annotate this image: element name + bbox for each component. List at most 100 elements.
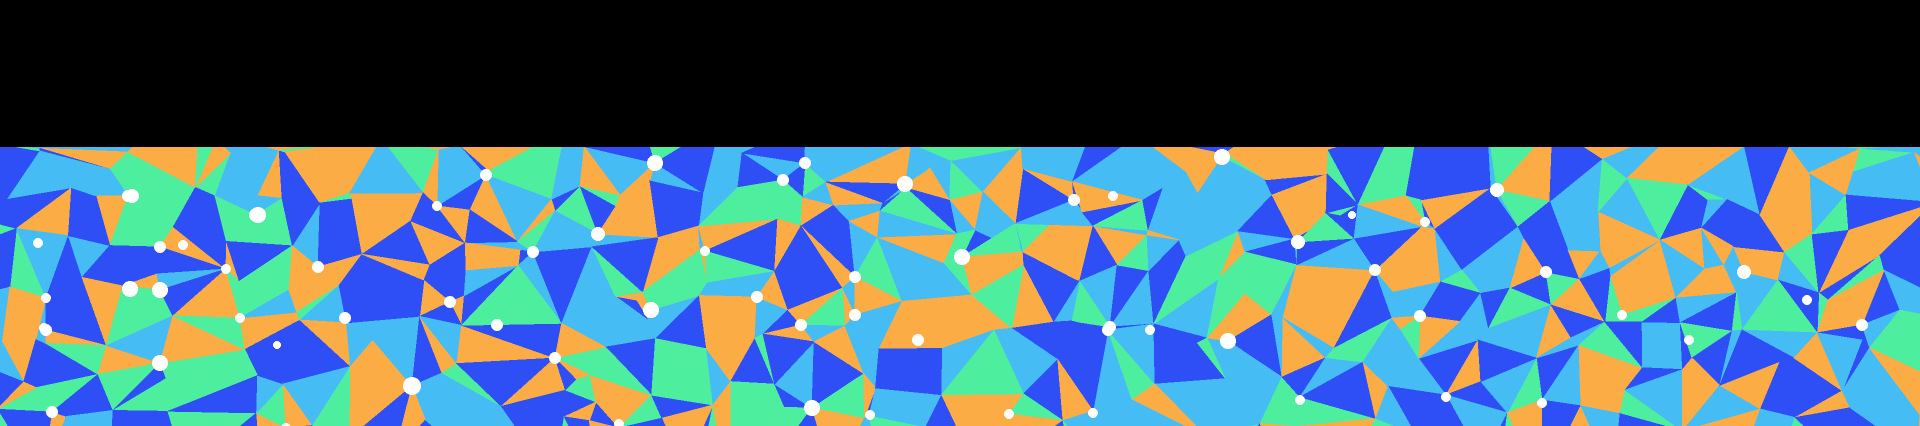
mesh-triangle [1848, 407, 1920, 426]
vertex-dot [33, 238, 43, 248]
mesh-triangle [424, 405, 502, 426]
mesh-triangle [1687, 145, 1746, 200]
vertex-dot [235, 313, 245, 323]
vertex-dot [404, 378, 420, 394]
letterbox-mask [0, 0, 1920, 147]
vertex-dot [1104, 321, 1116, 333]
vertex-dot [1684, 335, 1694, 345]
vertex-dot [152, 355, 168, 371]
mesh-triangle [877, 210, 957, 238]
mesh-triangle [39, 150, 111, 189]
mesh-triangle [1580, 405, 1621, 426]
mesh-triangle [589, 346, 652, 396]
mesh-triangle [591, 237, 659, 293]
vertex-dot [527, 246, 539, 258]
mesh-triangle [779, 406, 813, 426]
vertex-dot [1214, 149, 1230, 165]
mesh-triangle [597, 205, 660, 238]
mesh-triangle [1794, 407, 1852, 426]
mesh-triangle [1353, 204, 1422, 239]
mesh-triangle [698, 294, 756, 350]
mesh-triangle [460, 264, 563, 326]
mesh-triangle [1869, 347, 1920, 416]
mesh-triangle [626, 417, 666, 426]
vertex-dot [250, 207, 266, 223]
mesh-triangle [1298, 418, 1377, 426]
mesh-triangle [1054, 420, 1065, 426]
mesh-triangle [1845, 194, 1920, 231]
vertex-dot [614, 419, 624, 426]
mesh-triangle [1816, 332, 1863, 392]
mesh-triangle [1362, 358, 1420, 387]
mesh-triangle [1445, 394, 1508, 426]
mesh-triangle [166, 349, 259, 379]
mesh-triangle [0, 341, 25, 383]
mesh-triangle [651, 338, 708, 397]
mesh-triangle [0, 279, 11, 291]
vertex-dot [799, 157, 811, 169]
mesh-triangle [1753, 407, 1767, 426]
mesh-triangle [338, 284, 420, 324]
mesh-triangle [61, 415, 73, 426]
vertex-dot [1802, 295, 1812, 305]
mesh-triangle [1146, 230, 1179, 241]
vertex-dot [700, 246, 710, 256]
vertex-dot [954, 249, 970, 265]
mesh-triangle [1420, 394, 1464, 426]
mesh-triangle [67, 195, 111, 246]
mesh-triangle [1852, 151, 1920, 198]
vertex-dot [273, 341, 281, 349]
mesh-triangle [863, 372, 876, 419]
mesh-triangle [1196, 337, 1226, 379]
mesh-triangle [1400, 315, 1421, 360]
mesh-triangle [1477, 339, 1538, 383]
vertex-dot-left-edge [41, 293, 51, 303]
mesh-triangle [0, 408, 53, 426]
mesh-triangle [281, 197, 321, 247]
mesh-triangle [1244, 251, 1298, 294]
mesh-triangle [1578, 250, 1610, 280]
mesh-triangle [1324, 347, 1364, 363]
vertex-dot [312, 261, 324, 273]
mesh-triangle [419, 419, 434, 426]
vertex-dot [549, 352, 561, 364]
mesh-triangle [940, 329, 1025, 396]
vertex-dot [1617, 310, 1627, 320]
vertex-dot [1348, 211, 1356, 219]
mesh-triangle [736, 179, 784, 220]
mesh-triangle [1506, 399, 1543, 426]
mesh-triangle [1370, 417, 1377, 426]
vertex-dot [777, 174, 789, 186]
vertex-dot [1220, 333, 1236, 349]
vertex-dot [897, 176, 913, 192]
vertex-dot [1420, 217, 1430, 227]
vertex-dot [849, 271, 861, 283]
vertex-dot [1088, 408, 1098, 418]
vertex-dot [805, 401, 819, 415]
vertex-dot [445, 297, 455, 307]
mesh-triangle [1178, 192, 1239, 241]
vertex-dot-cluster-a [221, 264, 231, 274]
mesh-triangle [1417, 128, 1492, 201]
vertex-dot [912, 334, 924, 346]
vertex-dot-mid-left [154, 241, 166, 253]
mesh-triangle [464, 209, 519, 244]
mesh-triangle [554, 322, 607, 359]
mesh-triangle [1827, 269, 1885, 326]
vertex-dot [1441, 392, 1451, 402]
mesh-triangle [1913, 152, 1920, 168]
vertex-dot [178, 240, 188, 250]
mesh-triangle [0, 413, 8, 426]
mesh-triangle [971, 264, 1025, 329]
mesh-triangle [465, 242, 521, 266]
mesh-triangle [1619, 413, 1667, 426]
vertex-dot [491, 319, 503, 331]
vertex-dot [865, 410, 875, 420]
mesh-triangle [981, 423, 1005, 426]
mesh-triangle [1759, 408, 1796, 426]
mesh-triangle [563, 416, 591, 426]
mesh-triangle [1062, 420, 1068, 426]
mesh-triangle [708, 404, 718, 426]
mesh-triangle [349, 138, 424, 194]
